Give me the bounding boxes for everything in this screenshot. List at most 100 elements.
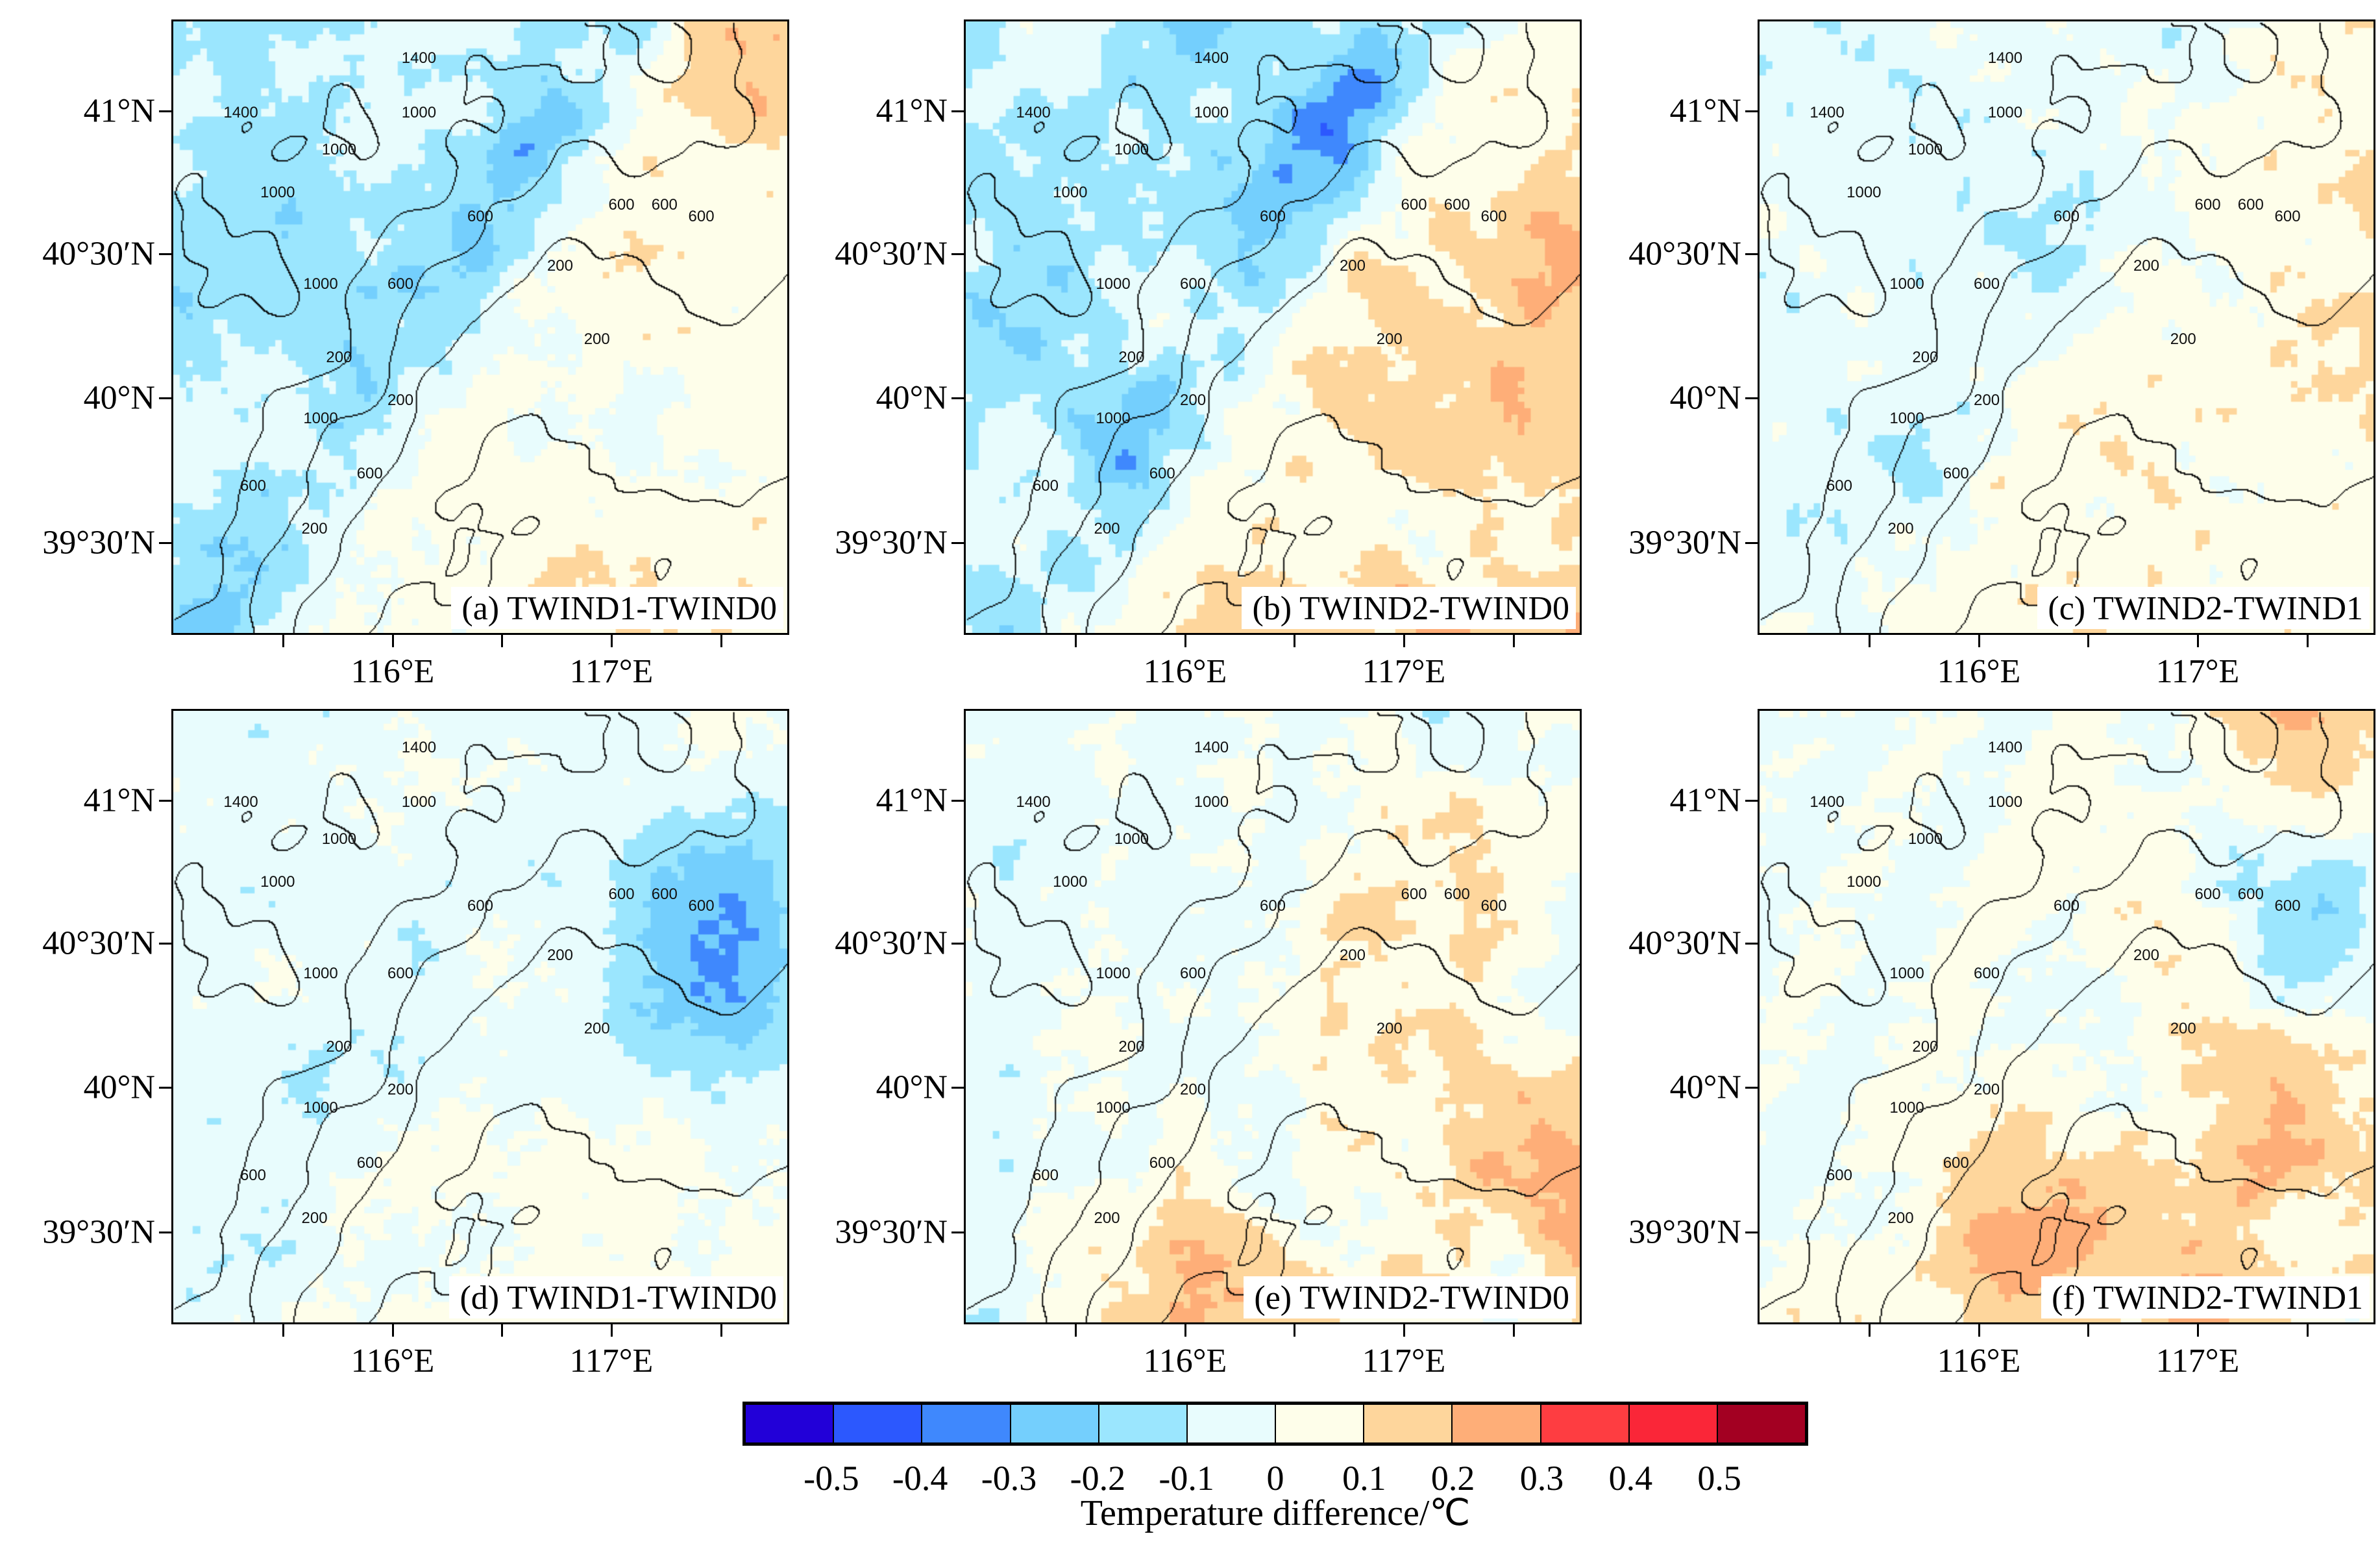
contour-label: 1000 [303, 275, 338, 293]
contour-label: 200 [1887, 519, 1914, 538]
contour-label: 1400 [223, 104, 258, 122]
contour-label: 200 [1179, 1081, 1207, 1099]
contour-label: 600 [608, 195, 635, 214]
y-tick [159, 541, 173, 544]
y-tick [1745, 943, 1760, 945]
colorbar-tick-label: 0.4 [1608, 1459, 1653, 1498]
colorbar-tick-label: 0.2 [1430, 1459, 1475, 1498]
colorbar-swatch [1453, 1405, 1541, 1442]
x-tick [1868, 633, 1871, 647]
contour-label: 600 [1179, 275, 1207, 293]
y-tick [1745, 800, 1760, 802]
contour-label: 200 [1339, 256, 1366, 275]
contour-label: 200 [387, 391, 414, 410]
x-tick [2307, 1322, 2309, 1337]
x-tick-label: 116°E [1143, 1343, 1227, 1380]
contour-label: 200 [387, 1081, 414, 1099]
map-panel-f: 1400 1400 1000 1000 1000 1000 600 600 600 600 200 2… [1628, 709, 2375, 1380]
contour-label: 200 [326, 349, 352, 367]
contour-label: 200 [2170, 330, 2196, 348]
x-tick-label: 116°E [350, 653, 435, 690]
contour-label: 1400 [1810, 793, 1845, 811]
contour-label: 600 [1443, 885, 1470, 903]
contour-label: 1000 [1987, 793, 2023, 811]
contour-label: 1000 [1889, 965, 1924, 983]
contour-label: 600 [2237, 195, 2264, 214]
x-tick [2196, 1322, 2199, 1337]
y-tick [951, 397, 966, 400]
contour-label: 200 [1118, 1038, 1145, 1056]
y-tick-label: 39°30′N [42, 1213, 155, 1251]
x-tick-label: 117°E [2155, 1343, 2240, 1380]
contour-label: 200 [1179, 391, 1207, 410]
contour-label: 1400 [223, 793, 258, 811]
map-panel-a: 1400 1400 1000 1000 1000 1000 600 600 600 600 200 2… [42, 19, 789, 690]
contour-label: 200 [2170, 1019, 2196, 1037]
y-tick-label: 40°N [876, 379, 948, 417]
contour-label: 200 [1912, 349, 1939, 367]
x-tick [501, 1322, 504, 1337]
panel-title: (b) TWIND2-TWIND0 [1242, 587, 1576, 629]
contour-label: 600 [1443, 195, 1470, 214]
y-tick-label: 41°N [876, 782, 948, 819]
temperature-difference-field [966, 21, 1580, 633]
contour-label: 1000 [1096, 275, 1131, 293]
contour-label: 600 [1149, 1154, 1175, 1172]
colorbar-tick-label: 0.1 [1342, 1459, 1386, 1498]
contour-label: 600 [651, 195, 678, 214]
y-tick [1745, 253, 1760, 256]
contour-label: 600 [1032, 1166, 1059, 1184]
y-tick [159, 1231, 173, 1233]
contour-label: 1400 [1016, 104, 1051, 122]
contour-label: 1000 [1194, 104, 1229, 122]
y-tick-label: 40°30′N [1628, 235, 1741, 273]
contour-label: 600 [1149, 465, 1175, 483]
temperature-difference-field [1760, 711, 2374, 1322]
contour-label: 1000 [1114, 830, 1149, 848]
contour-label: 1000 [1908, 830, 1943, 848]
contour-label: 200 [546, 946, 573, 964]
contour-label: 1000 [401, 793, 437, 811]
contour-label: 1400 [1194, 738, 1229, 756]
contour-label: 1400 [1194, 49, 1229, 67]
map-panel-d: 1400 1400 1000 1000 1000 1000 600 600 600 600 200 2… [42, 709, 789, 1380]
colorbar-swatch [1276, 1405, 1365, 1442]
x-tick [1184, 1322, 1186, 1337]
y-tick [951, 1231, 966, 1233]
contour-label: 200 [1887, 1209, 1914, 1227]
contour-label: 600 [651, 885, 678, 903]
colorbar-swatch [1099, 1405, 1188, 1442]
y-tick-label: 40°30′N [42, 235, 155, 273]
y-tick-label: 39°30′N [835, 524, 948, 562]
contour-label: 600 [2194, 195, 2221, 214]
contour-label: 1400 [401, 738, 437, 756]
contour-label: 600 [1973, 275, 2000, 293]
colorbar-swatch [922, 1405, 1011, 1442]
panel-title: (f) TWIND2-TWIND1 [2041, 1276, 2370, 1318]
y-tick-label: 41°N [876, 92, 948, 130]
contour-label: 600 [608, 885, 635, 903]
map-panel-e: 1400 1400 1000 1000 1000 1000 600 600 600 600 200 2… [835, 709, 1582, 1380]
contour-label: 1000 [1846, 183, 1882, 201]
y-tick-label: 40°30′N [835, 924, 948, 962]
contour-label: 200 [546, 256, 573, 275]
contour-label: 600 [387, 965, 414, 983]
x-tick-label: 116°E [1143, 653, 1227, 690]
colorbar-tick-label: -0.3 [981, 1459, 1037, 1498]
temperature-difference-field [1760, 21, 2374, 633]
x-tick [2307, 633, 2309, 647]
x-tick [1513, 1322, 1515, 1337]
contour-label: 1400 [1016, 793, 1051, 811]
contour-label: 1000 [1889, 275, 1924, 293]
colorbar-tick-label: -0.1 [1159, 1459, 1214, 1498]
temperature-difference-field [173, 711, 787, 1322]
y-tick-label: 40°30′N [835, 235, 948, 273]
contour-label: 1400 [401, 49, 437, 67]
x-tick [1294, 1322, 1296, 1337]
y-tick [159, 800, 173, 802]
contour-label: 600 [387, 275, 414, 293]
colorbar-swatch [1011, 1405, 1099, 1442]
contour-label: 600 [467, 208, 494, 226]
y-tick-label: 40°N [83, 1069, 155, 1106]
x-tick [1403, 1322, 1405, 1337]
